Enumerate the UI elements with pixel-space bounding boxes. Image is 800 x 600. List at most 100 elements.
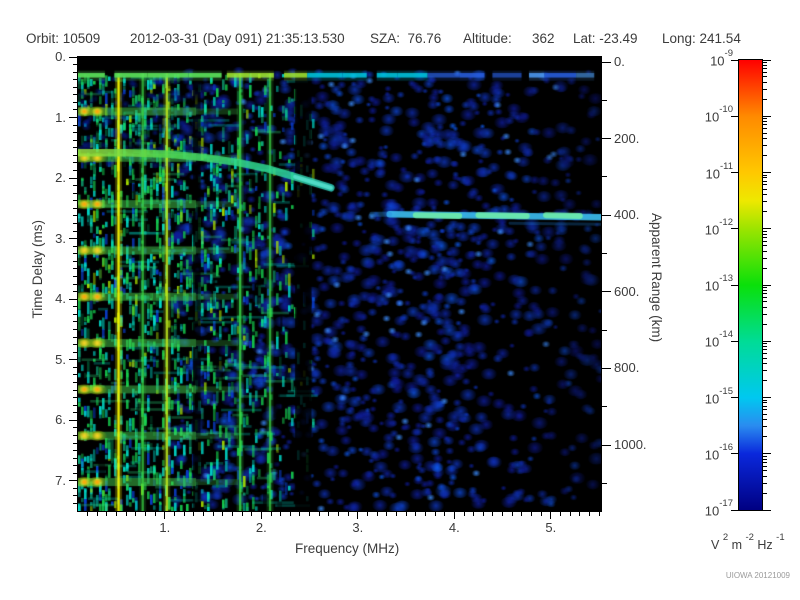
colorbar-minor-tick <box>763 461 767 463</box>
x-minor-tick <box>424 511 426 516</box>
colorbar-minor-tick <box>763 343 767 345</box>
y-left-minor-tick <box>73 170 78 172</box>
colorbar-minor-tick <box>763 233 767 235</box>
y-left-minor-tick <box>73 260 78 262</box>
x-minor-tick <box>386 511 388 516</box>
y-left-tick-label: 7. <box>55 472 66 488</box>
colorbar-minor-tick <box>763 405 767 407</box>
colorbar-minor-tick <box>763 301 767 303</box>
x-minor-tick <box>318 511 320 516</box>
y-left-major-tick <box>69 480 78 482</box>
y-axis-right-title: Apparent Range (km) <box>649 213 664 343</box>
y-left-minor-tick <box>73 351 78 353</box>
y-right-minor-tick <box>602 176 607 178</box>
y-left-minor-tick <box>73 344 78 346</box>
y-right-tick-label: 0. <box>614 54 625 69</box>
colorbar-major-tick-left <box>731 172 739 173</box>
colorbar-minor-tick <box>763 184 767 186</box>
colorbar-major-tick-left <box>731 59 739 61</box>
y-left-minor-tick <box>73 336 78 338</box>
colorbar-minor-tick <box>763 201 767 203</box>
x-minor-tick <box>135 511 137 516</box>
y-left-major-tick <box>69 177 78 179</box>
colorbar-minor-tick <box>763 475 767 477</box>
x-minor-tick <box>299 511 301 516</box>
y-left-minor-tick <box>73 94 78 96</box>
x-minor-tick <box>154 511 156 516</box>
y-right-tick-label: 200. <box>614 130 640 146</box>
y-left-minor-tick <box>73 109 78 111</box>
colorbar-major-tick-left <box>731 509 739 511</box>
header-field: SZA: 76.76 <box>370 31 442 46</box>
colorbar-exponent: -10 <box>719 104 733 116</box>
y-left-minor-tick <box>73 465 78 467</box>
y-right-major-tick <box>602 444 611 446</box>
x-minor-tick <box>251 511 253 516</box>
y-left-minor-tick <box>73 306 78 308</box>
colorbar-exponent: -11 <box>719 160 733 172</box>
y-left-tick-label: 4. <box>55 291 66 307</box>
colorbar-minor-tick <box>763 313 767 315</box>
y-right-major-tick <box>602 61 611 63</box>
x-minor-tick <box>492 511 494 516</box>
x-minor-tick <box>473 511 475 516</box>
y-left-minor-tick <box>73 389 78 391</box>
header-field: Lat: -23.49 <box>573 31 638 46</box>
y-left-minor-tick <box>73 404 78 406</box>
x-minor-tick <box>270 511 272 516</box>
y-left-minor-tick <box>73 381 78 383</box>
y-left-tick-label: 5. <box>55 351 66 367</box>
colorbar-minor-tick <box>763 470 767 472</box>
colorbar-minor-tick <box>763 155 767 157</box>
y-left-minor-tick <box>73 200 78 202</box>
y-left-minor-tick <box>73 427 78 429</box>
colorbar-minor-tick <box>763 492 767 494</box>
colorbar-minor-tick <box>763 370 767 372</box>
y-left-minor-tick <box>73 223 78 224</box>
colorbar-minor-tick <box>763 257 767 259</box>
colorbar-minor-tick <box>763 240 767 242</box>
y-right-major-tick <box>602 367 611 369</box>
x-minor-tick <box>444 511 446 516</box>
colorbar-minor-tick <box>763 98 767 100</box>
y-left-minor-tick <box>73 253 78 255</box>
x-minor-tick <box>511 511 513 516</box>
colorbar-minor-tick <box>763 121 767 123</box>
y-left-minor-tick <box>73 442 78 444</box>
x-minor-tick <box>328 511 330 516</box>
colorbar-minor-tick <box>763 68 767 70</box>
y-left-minor-tick <box>73 101 78 103</box>
x-tick-label: 5. <box>545 520 557 535</box>
x-minor-tick <box>241 511 243 516</box>
colorbar-minor-tick <box>763 245 767 247</box>
y-left-minor-tick <box>73 275 78 277</box>
y-left-minor-tick <box>73 328 78 330</box>
colorbar-minor-tick <box>763 426 767 428</box>
y-left-minor-tick <box>73 185 78 187</box>
x-major-tick <box>260 511 262 519</box>
colorbar-minor-tick <box>763 145 767 147</box>
x-major-tick <box>453 511 455 519</box>
y-left-minor-tick <box>73 192 78 194</box>
x-tick-label: 4. <box>448 520 460 535</box>
y-left-minor-tick <box>73 207 78 209</box>
x-minor-tick <box>579 511 581 516</box>
colorbar-major-tick-left <box>731 284 739 286</box>
colorbar-exponent: -12 <box>719 216 733 228</box>
y-right-tick-label: 600. <box>614 283 640 299</box>
x-minor-tick <box>347 511 349 516</box>
y-left-major-tick <box>69 359 78 361</box>
colorbar-minor-tick <box>763 296 767 298</box>
y-left-minor-tick <box>73 124 78 126</box>
colorbar-minor-tick <box>763 267 767 269</box>
colorbar-tick-label: 10-15 <box>704 385 733 406</box>
y-left-tick-label: 6. <box>55 412 66 428</box>
x-minor-tick <box>202 511 204 516</box>
x-minor-tick <box>588 511 590 516</box>
y-left-minor-tick <box>73 503 78 505</box>
colorbar-minor-tick <box>763 287 767 289</box>
y-left-minor-tick <box>73 230 78 232</box>
x-minor-tick <box>145 511 147 516</box>
colorbar-minor-tick <box>763 306 767 308</box>
x-minor-tick <box>434 511 436 516</box>
